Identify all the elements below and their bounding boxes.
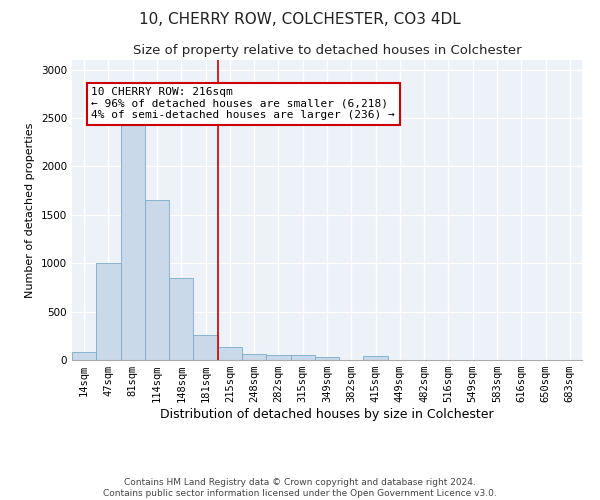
Bar [96, 263, 121, 360]
Bar [72, 352, 96, 360]
Bar [145, 200, 169, 360]
Bar [242, 354, 266, 360]
Bar [315, 357, 339, 360]
Text: 10 CHERRY ROW: 216sqm
← 96% of detached houses are smaller (6,218)
4% of semi-de: 10 CHERRY ROW: 216sqm ← 96% of detached … [91, 87, 395, 120]
Bar [193, 335, 218, 360]
Bar [266, 355, 290, 360]
Text: 10, CHERRY ROW, COLCHESTER, CO3 4DL: 10, CHERRY ROW, COLCHESTER, CO3 4DL [139, 12, 461, 28]
Text: Contains HM Land Registry data © Crown copyright and database right 2024.
Contai: Contains HM Land Registry data © Crown c… [103, 478, 497, 498]
X-axis label: Distribution of detached houses by size in Colchester: Distribution of detached houses by size … [160, 408, 494, 421]
Bar [364, 356, 388, 360]
Bar [169, 278, 193, 360]
Bar [290, 354, 315, 360]
Bar [218, 348, 242, 360]
Bar [121, 123, 145, 360]
Title: Size of property relative to detached houses in Colchester: Size of property relative to detached ho… [133, 44, 521, 58]
Y-axis label: Number of detached properties: Number of detached properties [25, 122, 35, 298]
